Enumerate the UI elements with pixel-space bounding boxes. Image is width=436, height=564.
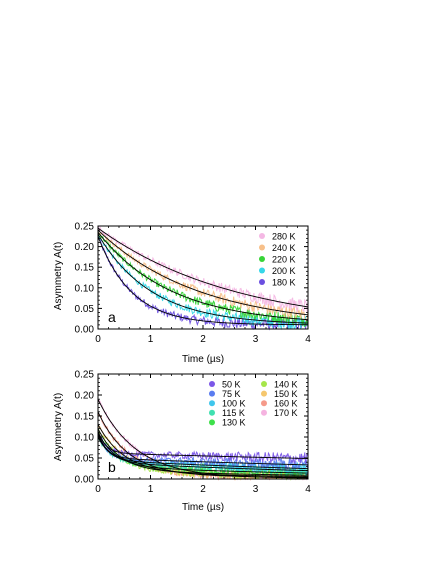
legend-marker-100-k	[209, 400, 215, 407]
legend-marker-280-k	[259, 233, 265, 239]
legend-marker-160-k	[261, 400, 267, 407]
x-tick-label: 4	[305, 484, 311, 495]
x-tick-label: 3	[253, 334, 259, 345]
panel-b-label: b	[108, 459, 116, 475]
legend-label-280-k: 280 K	[272, 231, 296, 241]
legend-marker-180-k	[259, 279, 265, 285]
y-tick-label: 0.10	[75, 283, 95, 294]
y-tick-label: 0.20	[75, 242, 95, 253]
fit-curve-115-k	[97, 436, 309, 472]
legend-label-100-k: 100 K	[222, 399, 246, 409]
legend-label-200-k: 200 K	[272, 266, 296, 276]
x-tick-label: 3	[253, 484, 259, 495]
legend-marker-130-k	[209, 419, 215, 426]
panel-b-x-axis-label: Time (µs)	[182, 502, 224, 513]
panel-b-y-axis-label: Asymmetry A(t)	[53, 393, 64, 461]
legend-label-50-k: 50 K	[222, 379, 241, 389]
panel-a-x-axis-label: Time (µs)	[182, 354, 224, 365]
legend-label-220-k: 220 K	[272, 254, 296, 264]
x-tick-label: 2	[200, 484, 206, 495]
legend-label-130-k: 130 K	[222, 418, 246, 428]
legend-marker-115-k	[209, 409, 215, 416]
legend-marker-150-k	[261, 390, 267, 397]
fit-curve-180-k	[97, 236, 309, 326]
y-tick-label: 0.05	[75, 304, 95, 315]
x-tick-label: 0	[95, 484, 101, 495]
legend-marker-75-k	[209, 390, 215, 397]
fit-curve-150-k	[97, 424, 309, 477]
legend-marker-220-k	[259, 256, 265, 262]
fit-curve-240-k	[97, 229, 309, 316]
x-tick-label: 0	[95, 334, 101, 345]
panel-a-y-axis-label: Asymmetry A(t)	[53, 242, 64, 310]
fit-curve-75-k	[97, 432, 309, 466]
legend-label-140-k: 140 K	[274, 379, 298, 389]
legend-label-240-k: 240 K	[272, 243, 296, 253]
legend-label-180-k: 180 K	[272, 277, 296, 287]
y-tick-label: 0.15	[75, 263, 95, 274]
fit-curve-200-k	[97, 234, 309, 324]
y-tick-label: 0.15	[75, 412, 95, 423]
panel-b-fit-curves	[97, 399, 309, 479]
y-tick-label: 0.05	[75, 454, 95, 465]
panel-a-label: a	[108, 309, 116, 325]
panel-a: 0 1 2 3 4 0.00 0.05 0.10 0.15 0.20 0.25 a Time (µs…	[53, 222, 311, 366]
fit-curve-220-k	[97, 231, 309, 321]
legend-label-115-k: 115 K	[222, 408, 245, 418]
y-tick-label: 0.25	[75, 222, 95, 233]
panel-b: 0 1 2 3 4 0.00 0.05 0.10 0.15 0.20 0.25 b Time (µs…	[53, 370, 311, 514]
y-tick-label: 0.20	[75, 391, 95, 402]
x-tick-label: 4	[305, 334, 311, 345]
x-tick-label: 1	[148, 484, 154, 495]
y-tick-label: 0.10	[75, 433, 95, 444]
legend-label-75-k: 75 K	[222, 389, 241, 399]
panel-a-axes: 0 1 2 3 4 0.00 0.05 0.10 0.15 0.20 0.25	[75, 222, 312, 346]
legend-marker-170-k	[261, 409, 267, 416]
legend-marker-140-k	[261, 381, 267, 387]
fit-curve-50-k	[97, 430, 309, 459]
legend-marker-240-k	[259, 244, 265, 251]
y-tick-label: 0.25	[75, 370, 95, 381]
x-tick-label: 2	[200, 334, 206, 345]
data-trace-280-k	[97, 225, 309, 314]
panel-a-fit-curves	[97, 227, 309, 326]
y-tick-label: 0.00	[75, 475, 95, 486]
y-tick-label: 0.00	[75, 325, 95, 336]
legend-label-150-k: 150 K	[274, 389, 298, 399]
data-trace-220-k	[97, 231, 309, 328]
fit-curve-170-k	[97, 399, 309, 479]
legend-label-170-k: 170 K	[274, 408, 298, 418]
panel-b-axes: 0 1 2 3 4 0.00 0.05 0.10 0.15 0.20 0.25	[75, 370, 312, 496]
data-trace-50-k	[97, 431, 309, 465]
legend-label-160-k: 160 K	[274, 399, 298, 409]
legend-marker-50-k	[209, 381, 215, 387]
x-tick-label: 1	[148, 334, 154, 345]
legend-marker-200-k	[259, 267, 265, 274]
fit-curve-280-k	[97, 227, 309, 308]
